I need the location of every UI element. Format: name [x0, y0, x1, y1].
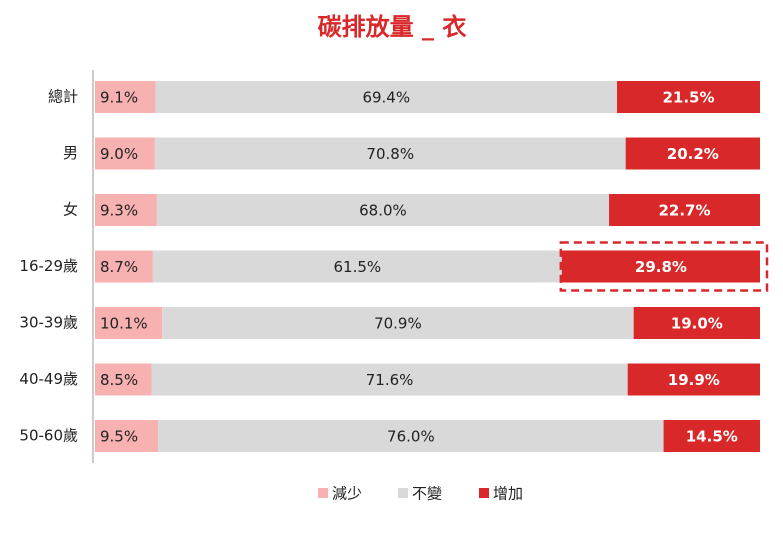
bar-segment [633, 307, 760, 339]
value-label: 8.5% [100, 371, 138, 389]
value-label: 29.8% [635, 258, 687, 276]
value-label: 9.1% [100, 89, 138, 107]
bar-segment [152, 250, 562, 283]
legend-swatch [398, 488, 408, 498]
bar-segment [95, 363, 152, 396]
bar-segment [663, 420, 760, 452]
bar-segment [95, 81, 156, 113]
value-label: 9.5% [100, 428, 138, 446]
y-tick-label: 16-29歲 [19, 257, 78, 275]
value-label: 14.5% [686, 428, 738, 446]
value-label: 19.9% [668, 371, 720, 389]
legend-swatch [479, 488, 489, 498]
value-label: 21.5% [662, 89, 714, 107]
y-tick-label: 40-49歲 [19, 370, 78, 388]
legend-label: 增加 [493, 485, 523, 503]
value-label: 8.7% [100, 258, 138, 276]
bar-segment [95, 420, 159, 452]
bar-segment [95, 307, 163, 339]
y-tick-label: 男 [63, 144, 78, 162]
bar-segment [158, 420, 664, 452]
bar-segment [627, 363, 760, 396]
value-label: 10.1% [100, 315, 148, 333]
bar-segment [561, 250, 760, 283]
value-label: 71.6% [366, 371, 414, 389]
bar-segment [95, 137, 155, 170]
value-label: 61.5% [334, 258, 382, 276]
y-tick-label: 總計 [48, 88, 78, 106]
value-label: 70.8% [366, 145, 414, 163]
value-label: 22.7% [658, 202, 710, 220]
highlight-box [559, 241, 769, 292]
value-label: 9.0% [100, 145, 138, 163]
value-label: 68.0% [359, 202, 407, 220]
chart-title: 碳排放量 _ 衣 [318, 13, 467, 41]
bar-segment [625, 137, 760, 170]
value-label: 69.4% [362, 89, 410, 107]
value-label: 9.3% [100, 202, 138, 220]
bar-segment [156, 194, 610, 226]
y-tick-label: 50-60歲 [19, 427, 78, 445]
legend-label: 不變 [412, 485, 442, 503]
bar-segment [154, 137, 626, 170]
y-tick-label: 女 [63, 201, 78, 219]
value-label: 20.2% [667, 145, 719, 163]
bar-segment [155, 81, 618, 113]
y-tick-label: 30-39歲 [19, 314, 78, 332]
value-label: 76.0% [387, 428, 435, 446]
legend-label: 減少 [332, 485, 362, 503]
bar-segment [151, 363, 628, 396]
value-label: 70.9% [374, 315, 422, 333]
bar-segment [609, 194, 760, 226]
bar-segment [95, 250, 153, 283]
bar-segment [95, 194, 157, 226]
bar-segment [162, 307, 634, 339]
value-label: 19.0% [671, 315, 723, 333]
bar-segment [617, 81, 760, 113]
legend-swatch [318, 488, 328, 498]
